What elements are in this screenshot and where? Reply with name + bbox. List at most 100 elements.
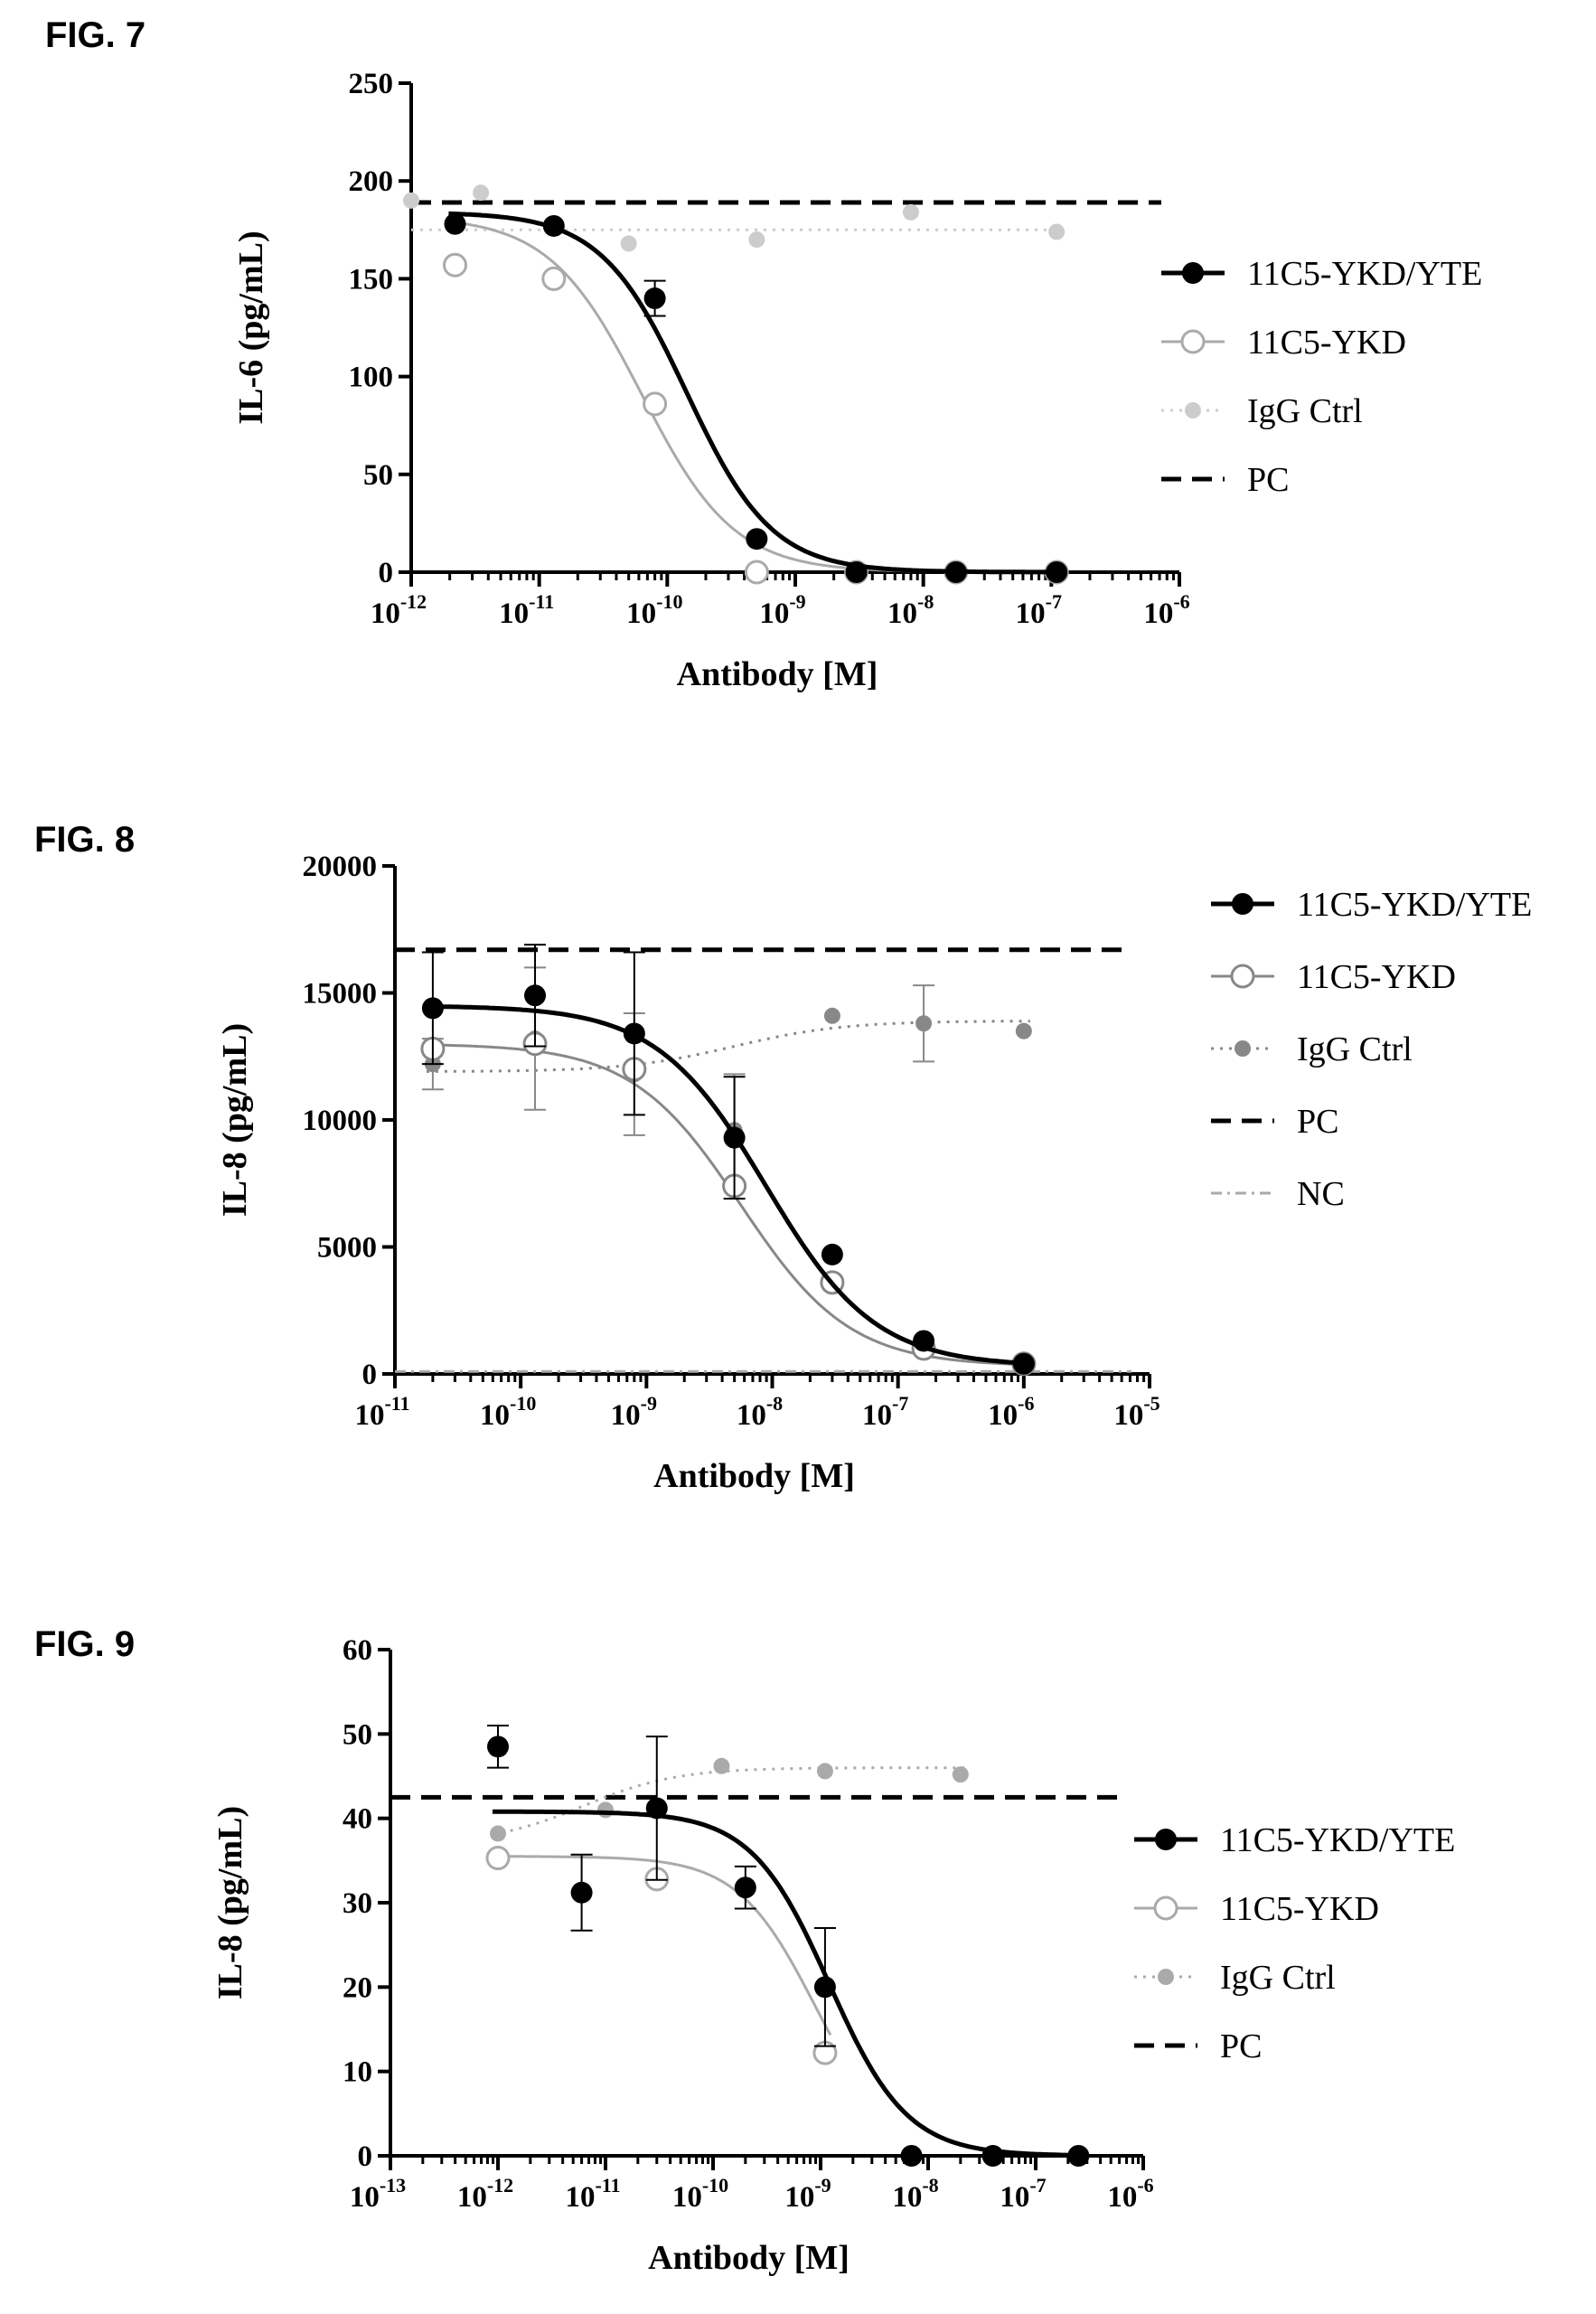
data-point: [952, 1766, 969, 1783]
data-point: [473, 184, 490, 202]
data-point: [748, 231, 765, 249]
y-tick-label: 0: [358, 2140, 373, 2173]
legend-label: 11C5-YKD: [1220, 1890, 1379, 1928]
legend-label: NC: [1297, 1175, 1345, 1213]
legend-item: IgG Ctrl: [1134, 1959, 1336, 1997]
legend: 11C5-YKD/YTE 11C5-YKD IgG Ctrl PC: [1161, 255, 1482, 499]
data-point: [902, 203, 919, 221]
y-tick-label: 20: [343, 1971, 372, 2004]
legend-item: IgG Ctrl: [1211, 1030, 1413, 1068]
legend-label: 11C5-YKD: [1297, 958, 1456, 996]
legend-item: NC: [1211, 1175, 1345, 1213]
data-point: [487, 1736, 509, 1758]
y-tick-label: 50: [363, 459, 393, 492]
data-point: [643, 287, 666, 310]
data-point: [643, 391, 668, 417]
legend-label: PC: [1247, 461, 1289, 499]
legend-label: IgG Ctrl: [1247, 392, 1363, 430]
legend-label: PC: [1297, 1103, 1338, 1141]
data-point: [570, 1881, 593, 1904]
x-axis-title: Antibody [M]: [653, 1457, 855, 1495]
series-11c5-ykd-yte: [487, 1725, 1090, 2167]
data-point: [900, 2145, 923, 2167]
data-point: [821, 1243, 843, 1265]
data-point: [1046, 561, 1068, 583]
series-11c5-ykd: [420, 1031, 1037, 1377]
legend-marker: [1185, 402, 1201, 419]
y-tick-label: 5000: [317, 1232, 377, 1265]
legend: 11C5-YKD/YTE 11C5-YKD IgG Ctrl PC NC: [1211, 886, 1532, 1213]
legend-item: PC: [1211, 1103, 1338, 1141]
figure-label: FIG. 7: [45, 15, 146, 55]
legend-item: 11C5-YKD/YTE: [1211, 886, 1532, 924]
y-tick-label: 15000: [303, 978, 378, 1011]
x-tick-label: 10-13: [350, 2174, 406, 2214]
data-point: [1048, 223, 1066, 240]
y-tick-label: 40: [343, 1803, 372, 1836]
data-point: [542, 214, 565, 237]
x-axis-title: Antibody [M]: [677, 655, 878, 693]
legend-item: PC: [1134, 2027, 1262, 2065]
data-point: [944, 561, 967, 583]
legend-item: 11C5-YKD/YTE: [1134, 1821, 1455, 1859]
data-point: [444, 212, 466, 235]
fit-curve: [426, 1020, 1030, 1073]
data-point: [981, 2145, 1004, 2167]
chart-2: FIG. 8 0 5000 10000 15000 20000 10-11 10-10 10-9…: [34, 820, 1532, 1495]
x-tick-label: 10-7: [862, 1392, 908, 1432]
y-tick-label: 10: [343, 2056, 372, 2089]
legend-label: 11C5-YKD/YTE: [1247, 255, 1482, 293]
legend-item: PC: [1161, 461, 1289, 499]
legend-marker: [1155, 1829, 1177, 1850]
data-point: [1012, 1352, 1035, 1375]
y-tick-label: 60: [343, 1634, 372, 1667]
y-tick-label: 30: [343, 1887, 372, 1920]
x-tick-label: 10-10: [626, 590, 682, 630]
x-tick-label: 10-10: [672, 2174, 728, 2214]
x-tick-label: 10-9: [784, 2174, 831, 2214]
figure-label: FIG. 8: [34, 820, 135, 860]
legend-marker: [1158, 1969, 1174, 1985]
legend-marker: [1153, 1895, 1178, 1921]
legend-item: 11C5-YKD: [1161, 324, 1406, 362]
data-point: [645, 1797, 668, 1820]
data-point: [524, 984, 547, 1007]
x-tick-label: 10-8: [737, 1392, 783, 1432]
y-tick-label: 200: [349, 165, 394, 198]
x-tick-label: 10-7: [1016, 590, 1062, 630]
fit-curve: [492, 1766, 966, 1836]
data-point: [915, 1015, 933, 1032]
legend-label: 11C5-YKD: [1247, 324, 1406, 362]
fit-curve: [492, 1855, 832, 2037]
x-tick-label: 10-12: [371, 590, 427, 630]
legend: 11C5-YKD/YTE 11C5-YKD IgG Ctrl PC: [1134, 1821, 1455, 2065]
x-tick-label: 10-7: [1000, 2174, 1046, 2214]
x-tick-label: 10-9: [611, 1392, 657, 1432]
y-tick-label: 150: [349, 263, 394, 296]
chart-3: FIG. 9 0 10 20 30 40 50 60 10-13 10-12 10-11 10-10 1…: [34, 1624, 1455, 2277]
x-axis-title: Antibody [M]: [648, 2239, 850, 2277]
data-point: [1067, 2145, 1090, 2167]
legend-marker: [1235, 1040, 1251, 1057]
data-point: [913, 1330, 935, 1352]
data-point: [816, 1763, 833, 1780]
y-tick-label: 50: [343, 1718, 372, 1751]
data-point: [443, 252, 468, 277]
legend-label: IgG Ctrl: [1220, 1959, 1336, 1997]
y-tick-label: 100: [349, 362, 394, 394]
figure-label: FIG. 9: [34, 1624, 135, 1664]
data-point: [713, 1757, 730, 1774]
data-point: [723, 1126, 746, 1149]
data-point: [623, 1022, 645, 1045]
series-igg-ctrl: [490, 1757, 969, 1842]
x-tick-label: 10-6: [1107, 2174, 1153, 2214]
legend-marker: [1180, 329, 1206, 354]
legend-marker: [1230, 964, 1255, 989]
y-tick-label: 0: [379, 557, 394, 589]
legend-item: 11C5-YKD: [1211, 958, 1456, 996]
x-tick-label: 10-6: [1143, 590, 1189, 630]
y-tick-label: 10000: [303, 1105, 378, 1137]
y-axis-title: IL-8 (pg/mL): [216, 1023, 254, 1217]
series-igg-ctrl: [403, 184, 1066, 252]
data-point: [813, 1976, 836, 1999]
